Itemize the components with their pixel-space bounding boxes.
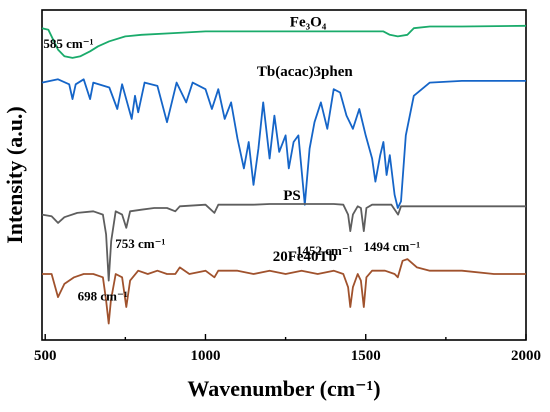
axes bbox=[41, 9, 527, 341]
series-line-2 bbox=[41, 203, 526, 282]
x-tick-label: 500 bbox=[34, 348, 57, 364]
y-axis-title: Intensity (a.u.) bbox=[2, 106, 27, 244]
peak-annotations: 585 cm⁻¹ 698 cm⁻¹ 753 cm⁻¹ 1452 cm⁻¹ 1494 cm… bbox=[43, 36, 420, 304]
peak-annotation: 1494 cm⁻¹ bbox=[364, 239, 421, 254]
series-label: Tb(acac)3phen bbox=[257, 64, 353, 80]
series-line-3 bbox=[42, 258, 526, 325]
series-labels: Fe₃O₄ Tb(acac)3phen PS 20Fe40Tb bbox=[257, 15, 353, 265]
series-label: Fe₃O₄ bbox=[290, 15, 327, 31]
series-label: 20Fe40Tb bbox=[273, 249, 337, 265]
series-line-0 bbox=[41, 24, 527, 59]
series-label: PS bbox=[283, 188, 301, 204]
peak-annotation: 1452 cm⁻¹ bbox=[296, 243, 353, 258]
series-line-1 bbox=[41, 78, 526, 209]
x-axis-title: Wavenumber (cm⁻¹) bbox=[187, 376, 380, 401]
x-tick-label: 2000 bbox=[511, 348, 541, 364]
x-tick-label: 1000 bbox=[190, 348, 220, 364]
series-layer bbox=[41, 24, 527, 325]
plot-frame bbox=[41, 9, 527, 341]
peak-annotation: 698 cm⁻¹ bbox=[78, 289, 128, 304]
x-ticks: 500 1000 1500 2000 bbox=[34, 334, 541, 364]
x-tick-label: 1500 bbox=[351, 348, 381, 364]
peak-annotation: 585 cm⁻¹ bbox=[43, 36, 93, 51]
peak-annotation: 753 cm⁻¹ bbox=[115, 236, 165, 251]
